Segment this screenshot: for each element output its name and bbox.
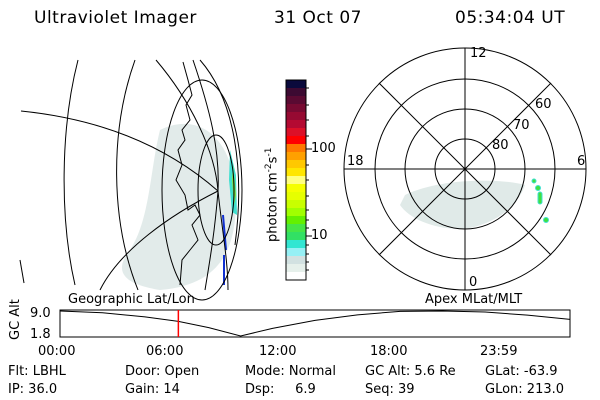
altitude-series-line [59,310,571,337]
colorbar-band [286,128,306,137]
xtick-0600: 06:00 [146,344,184,359]
colorbar-band [286,104,306,113]
colorbar-band [286,264,306,273]
colorbar-tick-100: 100 [311,141,336,156]
colorbar-band [286,224,306,233]
mlat-label-70: 70 [513,118,530,133]
colorbar-band [286,168,306,177]
ip-status: IP: 36.0 [8,382,58,397]
mode-status: Mode: Normal [245,364,336,379]
aurora-emission-left [121,123,236,290]
instrument-title: Ultraviolet Imager [34,8,197,28]
aurora-spots [531,178,549,223]
gc-alt-status: GC Alt: 5.6 Re [365,364,456,379]
seq-status: Seq: 39 [365,382,415,397]
aurora-emission-polar [400,180,525,229]
xtick-0000: 00:00 [38,344,76,359]
ytick-9: 9.0 [30,306,51,321]
colorbar-band [286,216,306,225]
xtick-2359: 23:59 [480,344,518,359]
left-panel-label: Geographic Lat/Lon [68,292,195,307]
colorbar-band [286,160,306,169]
colorbar-band [286,240,306,249]
colorbar-band [286,200,306,209]
right-panel-label: Apex MLat/MLT [425,292,523,307]
colorbar-band [286,136,306,145]
glat-status: GLat: -63.9 [485,364,558,379]
map-grid [19,59,243,301]
colorbar-band [286,184,306,193]
mlt-label-18: 18 [347,154,364,169]
mlt-label-6: 6 [577,154,586,169]
colorbar-band [286,88,306,97]
colorbar-band [286,96,306,105]
door-status: Door: Open [125,364,200,379]
date-label: 31 Oct 07 [274,8,362,28]
ytick-1-8: 1.8 [30,327,51,342]
xtick-1800: 18:00 [370,344,408,359]
mlat-label-60: 60 [535,97,552,112]
gain-status: Gain: 14 [125,382,180,397]
colorbar-band [286,152,306,161]
colorbar-band [286,112,306,121]
coastline [175,61,201,286]
colorbar-band [286,248,306,257]
xtick-1200: 12:00 [259,344,297,359]
colorbar-band [286,208,306,217]
colorbar-band [286,232,306,241]
colorbar-band [286,192,306,201]
glon-status: GLon: 213.0 [485,382,565,397]
colorbar-tick-10: 10 [311,228,328,243]
mlat-label-80: 80 [492,138,509,153]
colorbar-band [286,176,306,185]
timeline-frame [59,309,571,338]
filter-status: Flt: LBHL [8,364,66,379]
colorbar-band [286,120,306,129]
colorbar-band [286,80,306,89]
colorbar-band [286,272,306,281]
dsp-status: Dsp: 6.9 [245,382,316,397]
time-label: 05:34:04 UT [455,8,566,28]
mlt-label-12: 12 [470,46,487,61]
timeline-ylabel: GC Alt [8,299,23,340]
colorbar-band [286,256,306,265]
colorbar-band [286,144,306,153]
polar-grid [343,47,587,291]
mlt-label-0: 0 [469,275,478,290]
